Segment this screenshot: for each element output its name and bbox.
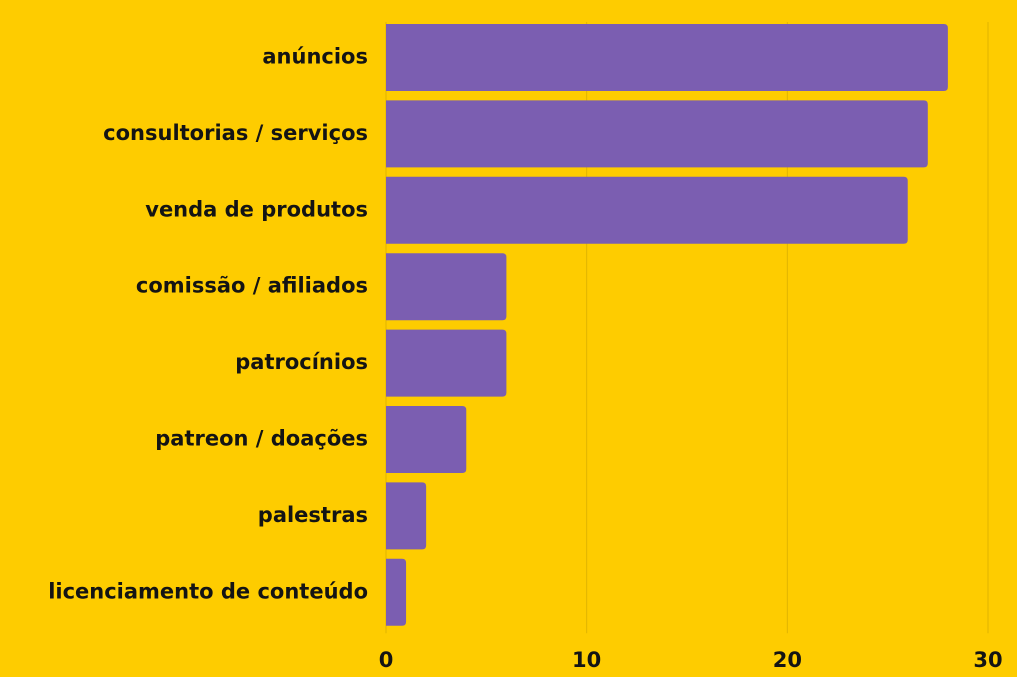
bars — [386, 24, 948, 626]
x-tick-label: 10 — [572, 648, 601, 672]
bar-palestras — [386, 482, 427, 550]
category-label: consultorias / serviços — [103, 121, 368, 145]
bar-anuncios — [386, 24, 948, 91]
category-label: licenciamento de conteúdo — [48, 579, 368, 603]
x-tick-label: 30 — [973, 648, 1002, 672]
bar-patrocinios — [386, 329, 507, 397]
category-label: patrocínios — [235, 350, 368, 374]
category-labels: anúncios consultorias / serviços venda de … — [48, 45, 368, 604]
bar-licenciamento-de-conteudo — [386, 558, 407, 626]
x-tick-label: 0 — [379, 648, 394, 672]
category-label: palestras — [258, 503, 368, 527]
bar-consultorias-servicos — [386, 100, 928, 168]
category-label: venda de produtos — [145, 197, 368, 221]
bar-venda-de-produtos — [386, 176, 908, 244]
category-label: comissão / afiliados — [136, 274, 368, 298]
category-label: patreon / doações — [155, 427, 368, 451]
x-axis-tick-labels: 0 10 20 30 — [379, 648, 1003, 672]
bar-patreon-doacoes — [386, 406, 467, 473]
category-label: anúncios — [262, 45, 368, 69]
x-tick-label: 20 — [773, 648, 802, 672]
bar-comissao-afiliados — [386, 253, 507, 321]
